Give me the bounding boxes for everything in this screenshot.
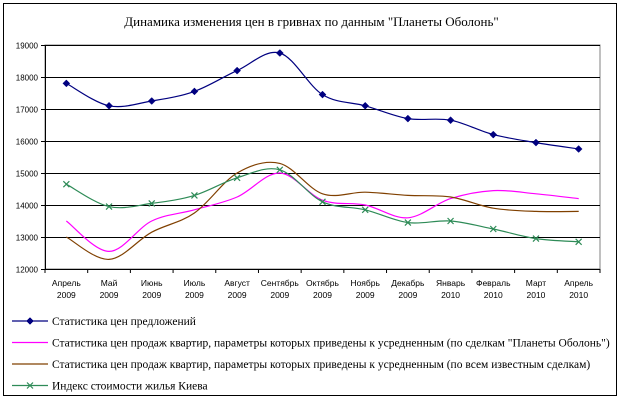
series-1-point	[233, 66, 241, 75]
series-3	[66, 161, 579, 261]
y-tick-label: 18000	[16, 74, 39, 83]
series-4-point	[62, 180, 70, 188]
legend-label: Индекс стоимости жилья Киева	[52, 381, 208, 393]
series-4-point	[361, 206, 369, 214]
series-4-point	[447, 217, 455, 225]
x-tick-label-year: 2009	[313, 290, 332, 300]
x-tick-label-year: 2009	[57, 290, 76, 300]
x-tick-label-month: Апрель	[52, 278, 81, 288]
series-1-point	[404, 114, 412, 123]
series-1-point	[532, 138, 540, 147]
series-4	[62, 166, 583, 246]
series-1-point	[489, 130, 498, 139]
x-tick-label-month: Январь	[436, 278, 466, 288]
legend-item-3: Статистика цен продаж квартир, параметры…	[12, 359, 590, 371]
y-tick-label: 12000	[16, 266, 39, 275]
x-tick-label-year: 2009	[398, 290, 417, 300]
series-1-point	[318, 90, 327, 99]
series-4-point	[148, 199, 156, 207]
x-tick-label-month: Декабрь	[391, 278, 425, 288]
legend-label: Статистика цен предложений	[52, 316, 196, 328]
x-tick-label-year: 2009	[270, 290, 289, 300]
x-tick-label-month: Август	[224, 278, 250, 288]
x-tick-label-month: Сентябрь	[261, 278, 300, 288]
series-1-point	[574, 145, 583, 153]
x-axis: Апрель 2009 Май 2009 Июнь 2009 Июль 2009 Август 2…	[44, 269, 601, 300]
plot-area	[44, 44, 601, 270]
y-tick-label: 13000	[16, 234, 39, 243]
gridlines	[45, 45, 600, 270]
series-4-point	[233, 174, 241, 182]
series-4-point	[105, 203, 113, 211]
series-4-point	[489, 225, 497, 233]
legend-label: Статистика цен продаж квартир, параметры…	[52, 359, 590, 371]
series-4-point	[575, 238, 583, 246]
series-1-point	[62, 79, 71, 88]
series-4-point	[276, 166, 284, 174]
x-tick-label-month: Ноябрь	[350, 278, 380, 288]
legend-label: Статистика цен продаж квартир, параметры…	[52, 338, 610, 350]
series-4-point	[404, 219, 412, 227]
series-4-point	[319, 198, 326, 206]
x-tick-label-year: 2009	[185, 290, 204, 300]
x-tick-label-year: 2010	[484, 290, 503, 300]
x-tick-label-year: 2010	[527, 290, 546, 300]
series-1-point	[147, 97, 156, 105]
series-1-point	[190, 87, 199, 96]
legend-marker	[26, 317, 34, 325]
series-2-line	[65, 172, 579, 253]
x-tick-label-year: 2009	[142, 290, 161, 300]
y-axis: 12000 13000 14000 15000 16000 17000 18000 19000	[16, 42, 46, 275]
legend-item-2: Статистика цен продаж квартир, параметры…	[12, 338, 610, 350]
x-tick-label-year: 2009	[100, 290, 119, 300]
x-tick-label-year: 2010	[441, 290, 460, 300]
series-1-point	[446, 116, 455, 125]
y-tick-label: 19000	[16, 42, 39, 51]
plot-border	[44, 44, 601, 270]
legend-marker	[26, 382, 34, 389]
series-1-point	[275, 49, 284, 57]
x-tick-label-month: Май	[101, 278, 118, 288]
x-tick-label-year: 2009	[356, 290, 375, 300]
series-4-point	[190, 191, 198, 199]
y-tick-label: 16000	[16, 138, 39, 147]
series-layer	[62, 49, 583, 261]
x-tick-label-month: Октябрь	[306, 278, 340, 288]
y-tick-label: 14000	[16, 202, 39, 211]
series-1	[62, 49, 583, 153]
series-1-point	[105, 101, 113, 110]
y-tick-label: 17000	[16, 106, 39, 115]
x-tick-label-year: 2009	[228, 290, 247, 300]
x-tick-label-month: Февраль	[476, 278, 511, 288]
x-tick-label-month: Июль	[184, 278, 206, 288]
legend-item-1: Статистика цен предложений	[12, 316, 196, 328]
x-tick-label-year: 2010	[569, 290, 588, 300]
series-3-line	[66, 161, 579, 261]
x-tick-label-month: Апрель	[564, 278, 593, 288]
legend-item-4: Индекс стоимости жилья Киева	[12, 381, 208, 393]
series-4-point	[532, 235, 540, 243]
series-1-point	[361, 101, 370, 110]
legend: Статистика цен предложений Статистика цен…	[12, 316, 610, 393]
y-tick-label: 15000	[16, 170, 39, 179]
x-tick-label-month: Июнь	[141, 278, 163, 288]
x-tick-label-month: Март	[526, 278, 546, 288]
series-2	[65, 172, 579, 253]
chart-title: Динамика изменения цен в гривнах по данн…	[124, 14, 499, 29]
